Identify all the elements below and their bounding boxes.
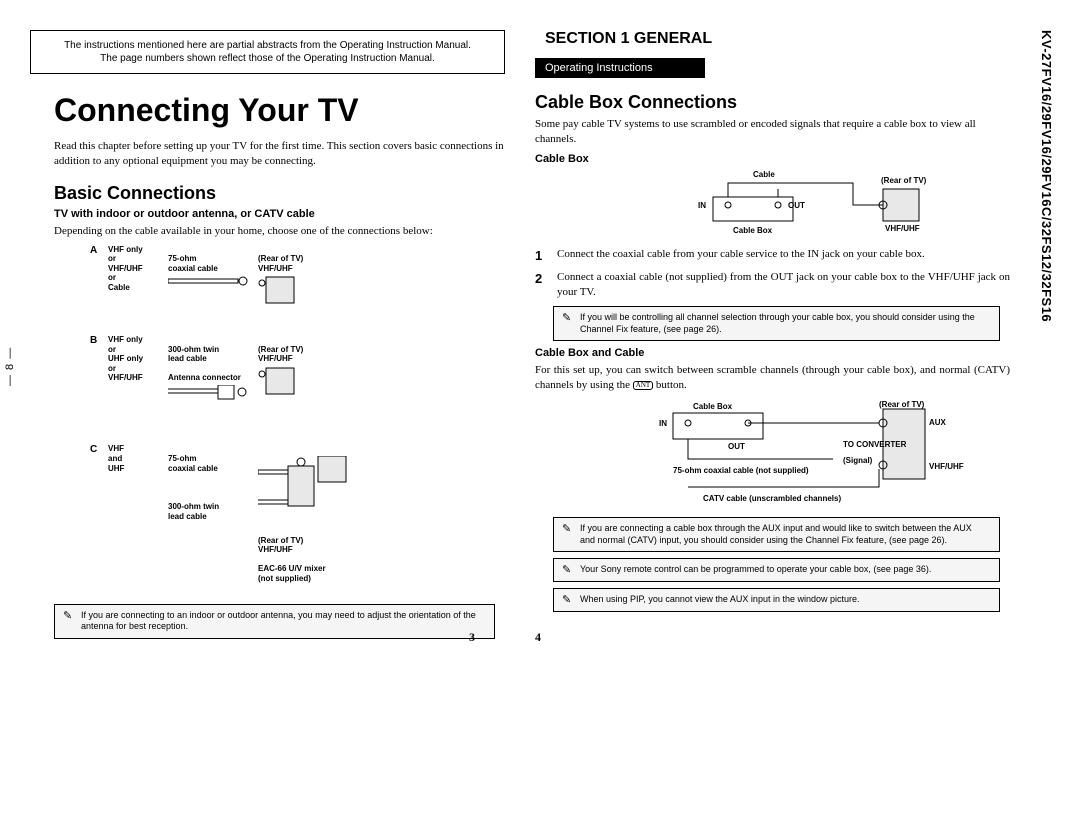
b-col1: VHF only or UHF only or VHF/UHF (108, 335, 168, 383)
intro-paragraph: Read this chapter before setting up your… (54, 139, 505, 169)
aux-note: If you are connecting a cable box throug… (553, 517, 1000, 552)
cablebox-cable-subheading: Cable Box and Cable (535, 347, 1010, 359)
step-text-2: Connect a coaxial cable (not supplied) f… (557, 270, 1010, 300)
svg-text:VHF/UHF: VHF/UHF (929, 462, 964, 471)
ant-button-icon: ANT (633, 381, 653, 390)
b-col3: (Rear of TV) VHF/UHF (258, 335, 348, 405)
cablebox-subheading: Cable Box (535, 153, 1010, 165)
tv-b-svg (258, 366, 298, 396)
model-numbers: KV-27FV16/29FV16/29FV16C/32FS12/32FS16 (1039, 30, 1054, 322)
c-col2: 75-ohm coaxial cable 300-ohm twin lead c… (168, 444, 258, 521)
c-col1: VHF and UHF (108, 444, 168, 473)
side-page-number: — 8 — (4, 347, 16, 386)
pip-note: When using PIP, you cannot view the AUX … (553, 588, 1000, 612)
svg-text:(Rear of TV): (Rear of TV) (881, 176, 927, 185)
connection-c: C VHF and UHF 75-ohm coaxial cable 300-o… (90, 444, 505, 583)
a-col1: VHF only or VHF/UHF or Cable (108, 245, 168, 293)
cablebox-diagram: Cable IN OUT Cable Box (Rear of TV) VHF/… (595, 169, 1010, 241)
c-col3: (Rear of TV) VHF/UHF EAC-66 U/V mixer (n… (258, 444, 348, 583)
cbc-svg: Cable Box IN OUT (Rear of TV) AUX TO CON… (633, 399, 973, 509)
intro-line2: The page numbers shown reflect those of … (45, 52, 490, 65)
intro-line1: The instructions mentioned here are part… (45, 39, 490, 52)
svg-text:VHF/UHF: VHF/UHF (885, 224, 920, 233)
step-num-2: 2 (535, 270, 557, 300)
b-col2: 300-ohm twin lead cable Antenna connecto… (168, 335, 258, 425)
svg-text:IN: IN (659, 419, 667, 428)
section-header: SECTION 1 GENERAL (535, 30, 1010, 48)
left-page-number: 3 (469, 630, 475, 645)
tv-a-svg (258, 275, 298, 305)
svg-text:(Signal): (Signal) (843, 456, 873, 465)
connection-a: A VHF only or VHF/UHF or Cable 75-ohm co… (90, 245, 505, 315)
svg-text:Cable: Cable (753, 170, 775, 179)
main-heading: Connecting Your TV (54, 92, 505, 129)
svg-text:OUT: OUT (788, 201, 805, 210)
cable-paragraph: Some pay cable TV systems to use scrambl… (535, 117, 1010, 147)
step-text-1: Connect the coaxial cable from your cabl… (557, 247, 1010, 265)
tv-antenna-subheading: TV with indoor or outdoor antenna, or CA… (54, 208, 505, 220)
intro-note-box: The instructions mentioned here are part… (30, 30, 505, 74)
connection-diagrams: A VHF only or VHF/UHF or Cable 75-ohm co… (90, 245, 505, 584)
svg-text:CATV cable (unscrambled channe: CATV cable (unscrambled channels) (703, 494, 841, 503)
letter-a: A (90, 245, 108, 257)
svg-text:75-ohm coaxial cable (not supp: 75-ohm coaxial cable (not supplied) (673, 466, 809, 475)
connection-b: B VHF only or UHF only or VHF/UHF 300-oh… (90, 335, 505, 425)
basic-connections-heading: Basic Connections (54, 183, 505, 204)
left-page: The instructions mentioned here are part… (30, 30, 505, 645)
cablebox-steps: 1 Connect the coaxial cable from your ca… (535, 247, 1010, 300)
step-2: 2 Connect a coaxial cable (not supplied)… (535, 270, 1010, 300)
antenna-note: If you are connecting to an indoor or ou… (54, 604, 495, 639)
channel-fix-note: If you will be controlling all channel s… (553, 306, 1000, 341)
letter-c: C (90, 444, 108, 456)
svg-text:AUX: AUX (929, 418, 947, 427)
right-page-number: 4 (535, 630, 541, 645)
cablebox-cable-diagram: Cable Box IN OUT (Rear of TV) AUX TO CON… (595, 399, 1010, 511)
cable-a-svg (168, 275, 248, 287)
a-col3: (Rear of TV) VHF/UHF (258, 245, 348, 315)
step-1: 1 Connect the coaxial cable from your ca… (535, 247, 1010, 265)
basic-paragraph: Depending on the cable available in your… (54, 224, 505, 239)
svg-text:IN: IN (698, 201, 706, 210)
svg-text:OUT: OUT (728, 442, 745, 451)
cablebox-svg: Cable IN OUT Cable Box (Rear of TV) VHF/… (653, 169, 953, 239)
cable-b-svg (168, 385, 248, 415)
svg-text:Cable Box: Cable Box (693, 402, 733, 411)
step-num-1: 1 (535, 247, 557, 265)
operating-instructions-tab: Operating Instructions (535, 58, 705, 78)
right-page: SECTION 1 GENERAL Operating Instructions… (535, 30, 1010, 645)
svg-text:(Rear of TV): (Rear of TV) (879, 400, 925, 409)
svg-text:Cable Box: Cable Box (733, 226, 773, 235)
a-col2: 75-ohm coaxial cable (168, 245, 258, 297)
cable-box-heading: Cable Box Connections (535, 92, 1010, 113)
mixer-c-svg (258, 456, 348, 526)
cbc-paragraph: For this set up, you can switch between … (535, 363, 1010, 393)
svg-text:TO CONVERTER: TO CONVERTER (843, 440, 907, 449)
letter-b: B (90, 335, 108, 347)
remote-note: Your Sony remote control can be programm… (553, 558, 1000, 582)
